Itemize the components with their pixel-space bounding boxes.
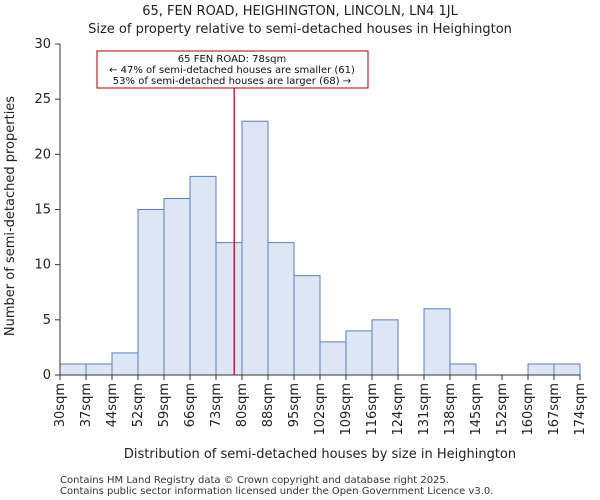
x-axis-label: Distribution of semi-detached houses by … (124, 447, 516, 462)
x-tick-label-73sqm: 73sqm (209, 383, 224, 427)
y-tick-label-0: 0 (43, 368, 51, 383)
x-tick-label-124sqm: 124sqm (391, 383, 406, 436)
x-tick-label-145sqm: 145sqm (469, 383, 484, 436)
x-tick-label-66sqm: 66sqm (183, 383, 198, 427)
bar-80sqm (241, 120, 269, 376)
chart-title: 65, FEN ROAD, HEIGHINGTON, LINCOLN, LN4 … (142, 4, 458, 19)
x-tick-label-109sqm: 109sqm (339, 383, 354, 436)
x-tick-label-37sqm: 37sqm (79, 383, 94, 427)
footer-line-2: Contains public sector information licen… (60, 486, 493, 497)
bar-131sqm (423, 308, 451, 376)
x-tick-label-174sqm: 174sqm (573, 383, 588, 436)
bar-59sqm (163, 197, 191, 376)
x-tick-label-131sqm: 131sqm (417, 383, 432, 436)
bar-138sqm (449, 363, 477, 376)
x-tick-label-30sqm: 30sqm (53, 383, 68, 427)
y-tick-label-25: 25 (34, 92, 51, 107)
x-tick-label-116sqm: 116sqm (365, 383, 380, 436)
bar-95sqm (293, 275, 321, 376)
bar-167sqm (553, 363, 581, 376)
x-tick-label-80sqm: 80sqm (235, 383, 250, 427)
bar-88sqm (267, 242, 295, 376)
bar-160sqm (527, 363, 555, 376)
y-tick-label-15: 15 (34, 203, 51, 218)
annotation-border (96, 50, 369, 89)
y-axis-label: Number of semi-detached properties (3, 96, 18, 336)
x-tick-label-160sqm: 160sqm (521, 383, 536, 436)
annotation-line-2: ← 47% of semi-detached houses are smalle… (109, 65, 355, 76)
x-tick-label-102sqm: 102sqm (313, 383, 328, 436)
bar-109sqm (345, 330, 373, 376)
y-tick-label-10: 10 (34, 258, 51, 273)
x-tick-label-152sqm: 152sqm (495, 383, 510, 436)
bar-66sqm (189, 175, 217, 376)
plot-area: 0 5 10 15 20 25 30 30sqm 37sqm 44sqm 52sqm 59sqm 66s… (34, 37, 588, 436)
x-tick-label-52sqm: 52sqm (131, 383, 146, 427)
x-tick-label-95sqm: 95sqm (287, 383, 302, 427)
x-tick-label-44sqm: 44sqm (105, 383, 120, 427)
x-tick-label-167sqm: 167sqm (547, 383, 562, 436)
footer-line-1: Contains HM Land Registry data © Crown c… (60, 475, 449, 486)
y-tick-label-5: 5 (43, 313, 51, 328)
annotation-box: 65 FEN ROAD: 78sqm ← 47% of semi-detache… (96, 50, 369, 89)
bar-73sqm (215, 242, 243, 376)
bar-30sqm (59, 363, 87, 376)
y-tick-label-30: 30 (34, 37, 51, 52)
bar-116sqm (371, 319, 399, 376)
annotation-line-1: 65 FEN ROAD: 78sqm (178, 54, 286, 65)
bar-37sqm (85, 363, 113, 376)
bar-52sqm (137, 209, 165, 376)
bar-44sqm (111, 352, 139, 376)
x-tick-label-88sqm: 88sqm (261, 383, 276, 427)
x-tick-label-59sqm: 59sqm (157, 383, 172, 427)
y-tick-label-20: 20 (34, 147, 51, 162)
annotation-line-3: 53% of semi-detached houses are larger (… (113, 76, 351, 87)
chart-subtitle: Size of property relative to semi-detach… (88, 22, 512, 37)
bar-102sqm (319, 341, 347, 376)
x-tick-label-138sqm: 138sqm (443, 383, 458, 436)
